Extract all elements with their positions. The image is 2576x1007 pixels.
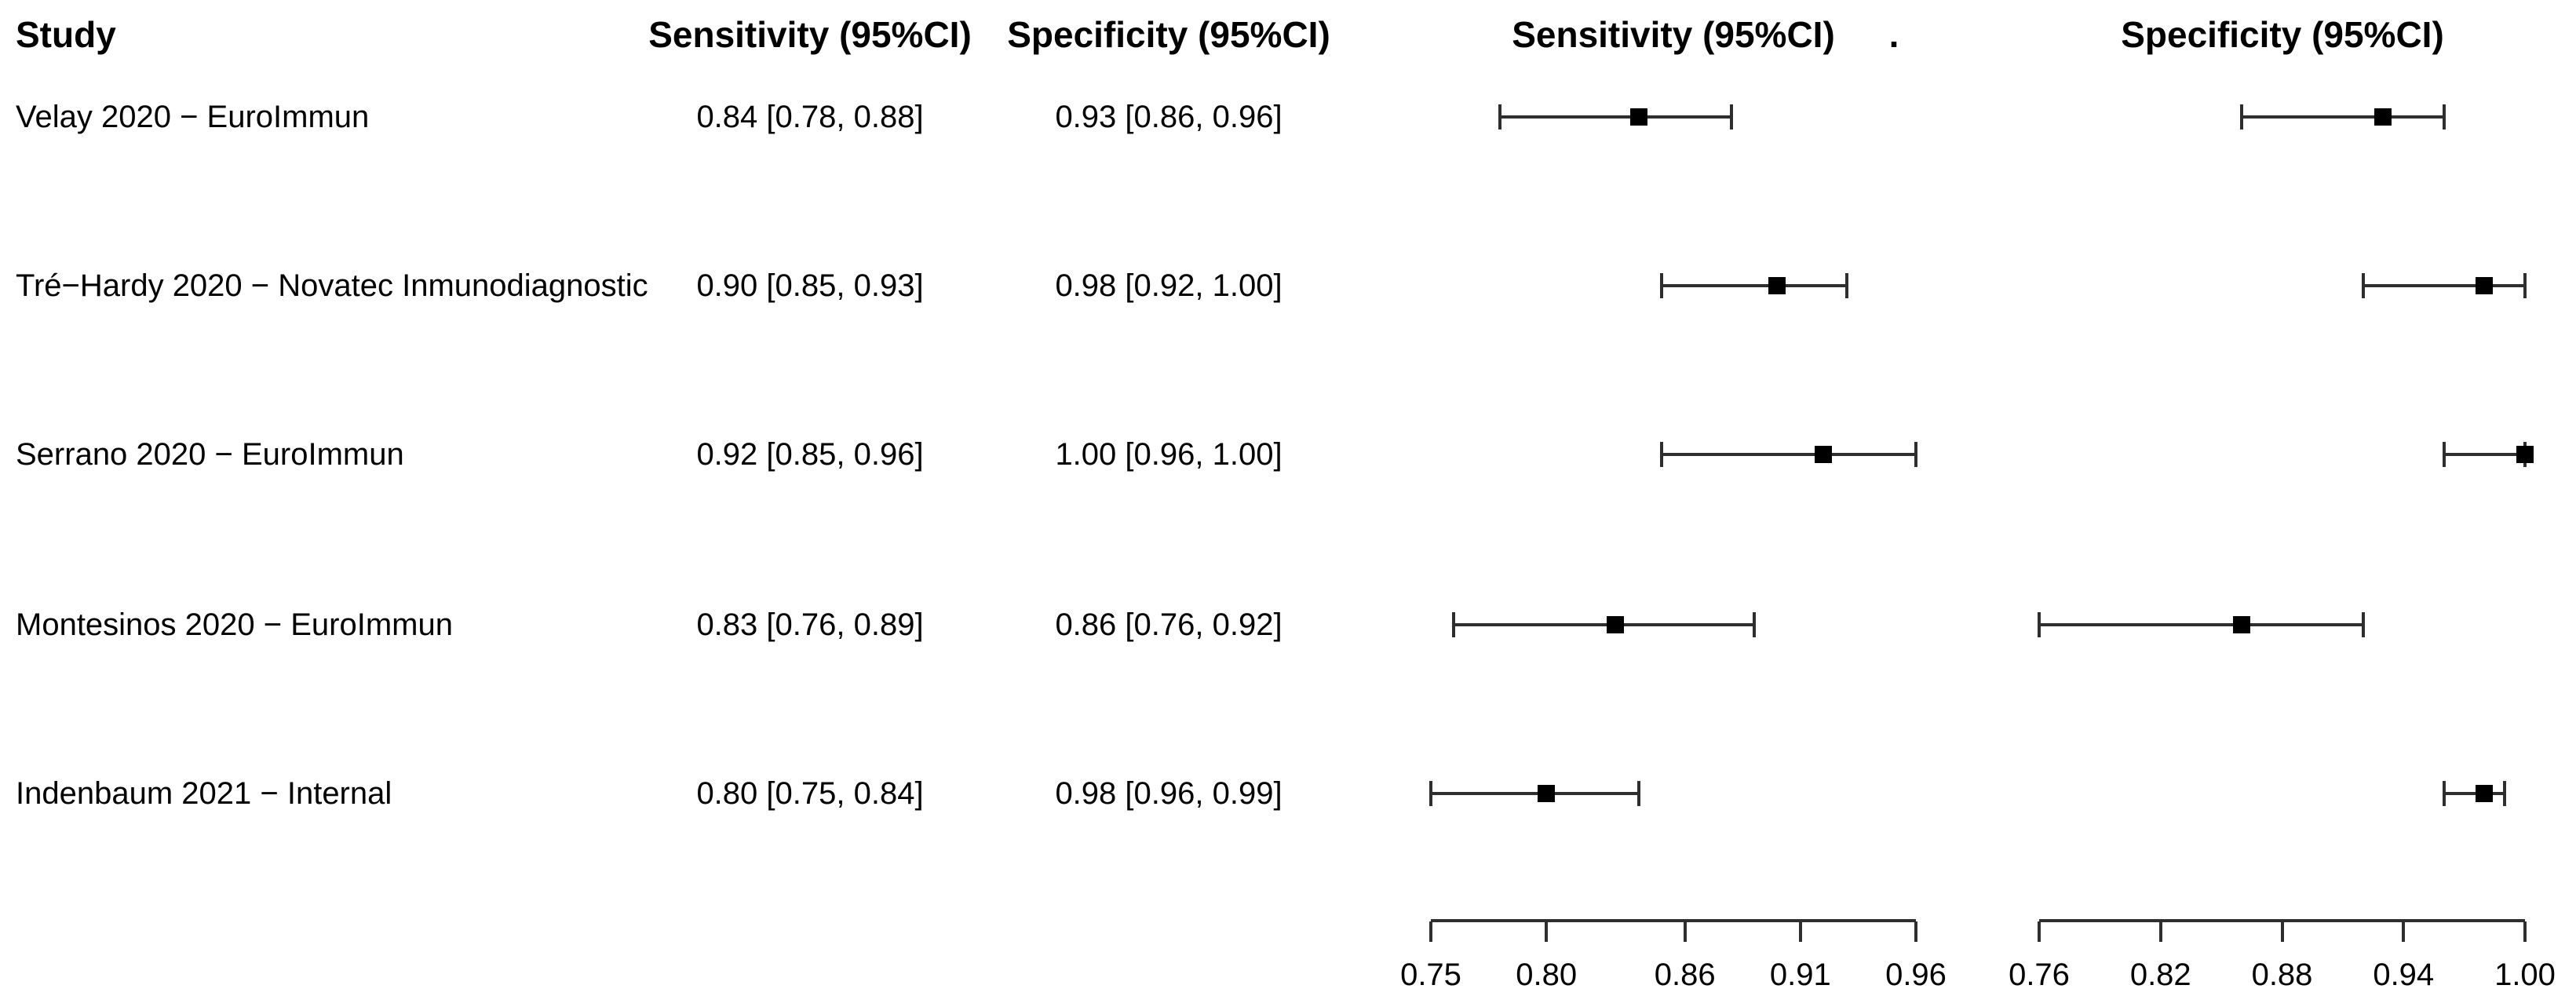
sensitivity-value: 0.84 [0.78, 0.88] <box>696 100 924 134</box>
ci-cap-low <box>1498 104 1502 130</box>
study-label: Tré−Hardy 2020 − Novatec Inmunodiagnosti… <box>16 268 648 303</box>
x-axis-tick-label: 0.96 <box>1885 958 1947 992</box>
ci-line <box>1662 284 1847 287</box>
x-axis-tick <box>2523 921 2527 942</box>
ci-line <box>2039 623 2363 626</box>
x-axis-tick <box>1798 921 1802 942</box>
study-label: Serrano 2020 − EuroImmun <box>16 437 404 472</box>
ci-cap-low <box>2038 612 2041 637</box>
x-axis-tick <box>2280 921 2284 942</box>
sensitivity-forest-panel: 0.75 0.80 0.86 0.91 0.96 <box>1400 0 1947 1007</box>
study-label: Indenbaum 2021 − Internal <box>16 776 392 811</box>
ci-cap-low <box>1660 273 1664 298</box>
sensitivity-value: 0.80 [0.75, 0.84] <box>696 776 924 811</box>
x-axis-tick-label: 0.80 <box>1516 958 1578 992</box>
ci-cap-low <box>1429 781 1432 806</box>
specificity-value: 1.00 [0.96, 1.00] <box>1055 437 1283 472</box>
sensitivity-panel-title: Sensitivity (95%CI) <box>1512 14 1835 55</box>
column-header-specificity-ci: Specificity (95%CI) <box>1007 14 1330 55</box>
study-label: Montesinos 2020 − EuroImmun <box>16 607 453 642</box>
x-axis-tick <box>1545 921 1549 942</box>
x-axis-tick <box>2402 921 2406 942</box>
x-axis-tick <box>2038 921 2041 942</box>
x-axis-tick-label: 1.00 <box>2494 958 2556 992</box>
ci-cap-high <box>2503 781 2507 806</box>
point-estimate-marker <box>2476 785 2494 802</box>
point-estimate-marker <box>1538 785 1556 802</box>
ci-cap-high <box>1753 612 1756 637</box>
ci-line <box>2443 453 2525 456</box>
specificity-panel-title: Specificity (95%CI) <box>2121 14 2444 55</box>
point-estimate-marker <box>2476 277 2494 294</box>
ci-cap-low <box>1452 612 1456 637</box>
x-axis-tick-label: 0.82 <box>2129 958 2191 992</box>
point-estimate-marker <box>1607 616 1625 633</box>
point-estimate-marker <box>2232 616 2250 633</box>
ci-cap-high <box>2442 104 2446 130</box>
ci-line <box>1431 792 1639 795</box>
specificity-value: 0.86 [0.76, 0.92] <box>1055 607 1283 642</box>
x-axis-tick-label: 0.76 <box>2009 958 2070 992</box>
ci-cap-high <box>1636 781 1640 806</box>
ci-cap-low <box>2239 104 2243 130</box>
x-axis-tick <box>1683 921 1687 942</box>
ci-cap-low <box>1660 442 1664 467</box>
ci-cap-high <box>2523 273 2527 298</box>
ci-cap-high <box>2361 612 2365 637</box>
ci-cap-high <box>1729 104 1733 130</box>
specificity-forest-panel: 0.76 0.82 0.88 0.94 1.00 <box>2009 0 2556 1007</box>
sensitivity-value: 0.83 [0.76, 0.89] <box>696 607 924 642</box>
specificity-value: 0.93 [0.86, 0.96] <box>1055 100 1283 134</box>
point-estimate-marker <box>1629 108 1647 126</box>
sensitivity-value: 0.90 [0.85, 0.93] <box>696 268 924 303</box>
ci-line <box>1662 453 1916 456</box>
x-axis-tick-label: 0.86 <box>1654 958 1716 992</box>
ci-line <box>1500 115 1731 119</box>
study-label: Velay 2020 − EuroImmun <box>16 100 370 134</box>
x-axis-tick <box>1914 921 1917 942</box>
x-axis-tick-label: 0.94 <box>2373 958 2435 992</box>
ci-cap-low <box>2442 442 2446 467</box>
point-estimate-marker <box>2374 108 2392 126</box>
ci-line <box>1454 623 1754 626</box>
x-axis-tick <box>2158 921 2162 942</box>
sensitivity-value: 0.92 [0.85, 0.96] <box>696 437 924 472</box>
x-axis-tick-label: 0.91 <box>1769 958 1831 992</box>
x-axis-tick-label: 0.75 <box>1400 958 1461 992</box>
specificity-value: 0.98 [0.96, 0.99] <box>1055 776 1283 811</box>
x-axis-tick <box>1429 921 1432 942</box>
x-axis-line <box>1431 919 1916 922</box>
ci-cap-high <box>1914 442 1917 467</box>
specificity-value: 0.98 [0.92, 1.00] <box>1055 268 1283 303</box>
ci-cap-low <box>2361 273 2365 298</box>
ci-line <box>2443 792 2505 795</box>
point-estimate-marker <box>1768 277 1786 294</box>
point-estimate-marker <box>2516 446 2534 463</box>
x-axis-line <box>2039 919 2525 922</box>
ci-line <box>2363 284 2525 287</box>
ci-cap-low <box>2442 781 2446 806</box>
column-header-study: Study <box>16 14 116 55</box>
stray-dot: . <box>1888 14 1899 55</box>
column-header-sensitivity-ci: Sensitivity (95%CI) <box>648 14 972 55</box>
x-axis-tick-label: 0.88 <box>2251 958 2313 992</box>
ci-cap-high <box>1844 273 1848 298</box>
ci-line <box>2241 115 2444 119</box>
point-estimate-marker <box>1815 446 1833 463</box>
